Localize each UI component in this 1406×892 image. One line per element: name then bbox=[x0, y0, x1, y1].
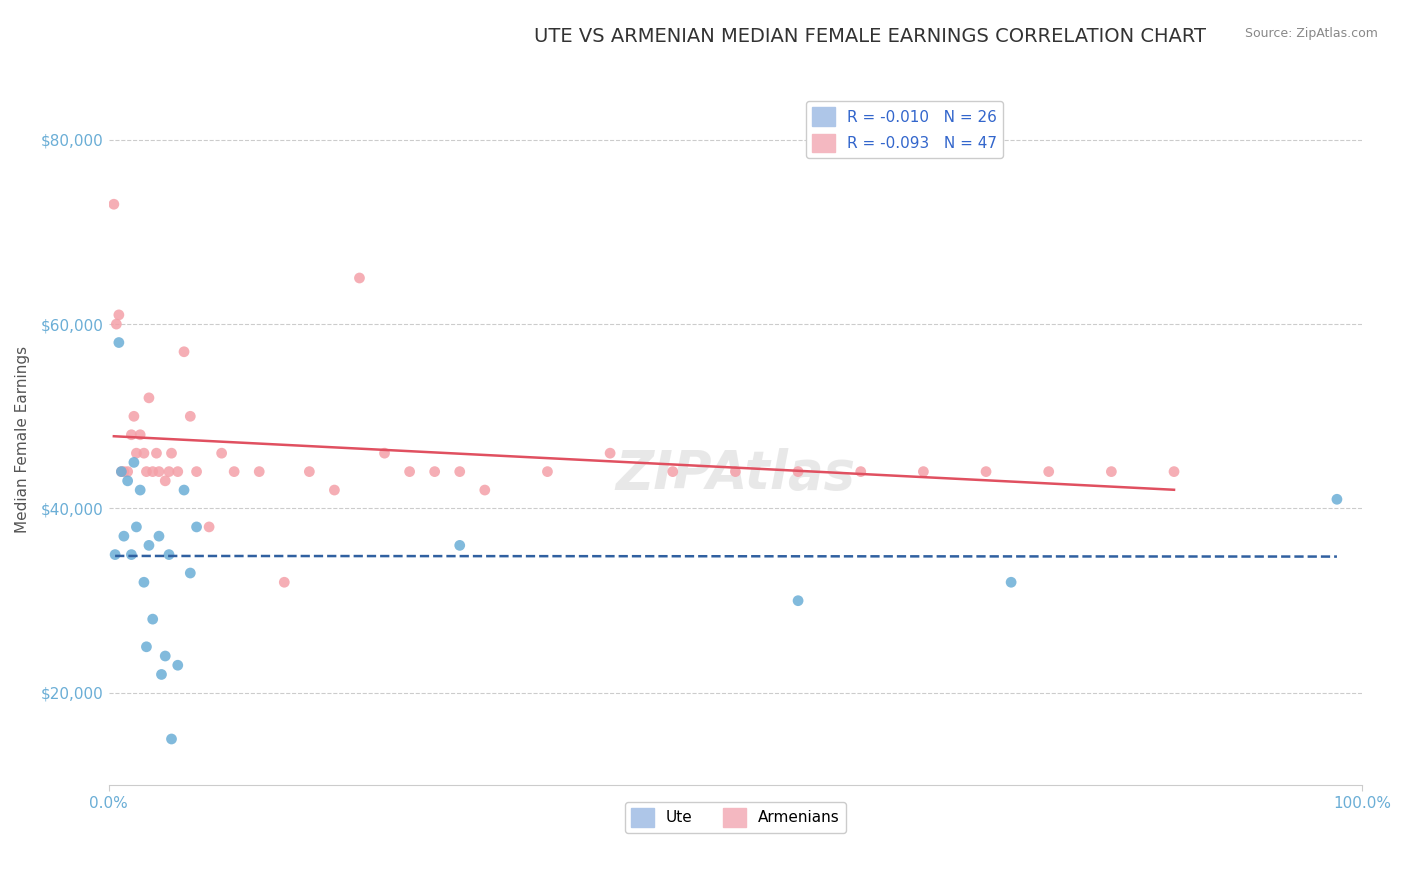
Point bbox=[724, 465, 747, 479]
Point bbox=[179, 409, 201, 424]
Point bbox=[160, 446, 183, 460]
Point bbox=[157, 465, 180, 479]
Point bbox=[449, 465, 471, 479]
Text: UTE VS ARMENIAN MEDIAN FEMALE EARNINGS CORRELATION CHART: UTE VS ARMENIAN MEDIAN FEMALE EARNINGS C… bbox=[534, 27, 1206, 45]
Point bbox=[125, 520, 148, 534]
Point bbox=[155, 474, 177, 488]
Point bbox=[120, 427, 142, 442]
Point bbox=[132, 575, 155, 590]
Point bbox=[198, 520, 221, 534]
Point bbox=[155, 648, 177, 663]
Point bbox=[599, 446, 621, 460]
Point bbox=[138, 538, 160, 552]
Point bbox=[117, 465, 139, 479]
Point bbox=[787, 465, 810, 479]
Point bbox=[135, 465, 157, 479]
Point bbox=[449, 538, 471, 552]
Point bbox=[148, 529, 170, 543]
Point bbox=[117, 474, 139, 488]
Point bbox=[173, 483, 195, 497]
Point bbox=[166, 658, 188, 673]
Point bbox=[186, 520, 208, 534]
Point bbox=[974, 465, 997, 479]
Point bbox=[373, 446, 395, 460]
Point bbox=[110, 465, 132, 479]
Point bbox=[135, 640, 157, 654]
Y-axis label: Median Female Earnings: Median Female Earnings bbox=[15, 346, 30, 533]
Point bbox=[112, 529, 135, 543]
Point bbox=[160, 731, 183, 746]
Text: ZIPAtlas: ZIPAtlas bbox=[616, 448, 855, 500]
Point bbox=[247, 465, 270, 479]
Legend: Ute, Armenians: Ute, Armenians bbox=[624, 802, 846, 833]
Point bbox=[912, 465, 935, 479]
Point bbox=[273, 575, 295, 590]
Point bbox=[1326, 492, 1348, 507]
Point bbox=[132, 446, 155, 460]
Point bbox=[122, 409, 145, 424]
Point bbox=[179, 566, 201, 580]
Point bbox=[1099, 465, 1122, 479]
Point bbox=[145, 446, 167, 460]
Point bbox=[103, 197, 125, 211]
Point bbox=[142, 612, 165, 626]
Point bbox=[474, 483, 496, 497]
Point bbox=[148, 465, 170, 479]
Point bbox=[112, 465, 135, 479]
Point bbox=[323, 483, 346, 497]
Point bbox=[105, 317, 128, 331]
Point bbox=[349, 271, 371, 285]
Point bbox=[173, 344, 195, 359]
Point bbox=[661, 465, 683, 479]
Point bbox=[110, 465, 132, 479]
Point bbox=[211, 446, 233, 460]
Point bbox=[298, 465, 321, 479]
Point bbox=[142, 465, 165, 479]
Text: Source: ZipAtlas.com: Source: ZipAtlas.com bbox=[1244, 27, 1378, 40]
Point bbox=[1163, 465, 1185, 479]
Point bbox=[157, 548, 180, 562]
Point bbox=[186, 465, 208, 479]
Point bbox=[120, 548, 142, 562]
Point bbox=[423, 465, 446, 479]
Point bbox=[166, 465, 188, 479]
Point bbox=[536, 465, 558, 479]
Point bbox=[129, 427, 152, 442]
Point bbox=[125, 446, 148, 460]
Point bbox=[108, 308, 131, 322]
Point bbox=[108, 335, 131, 350]
Point bbox=[122, 455, 145, 469]
Point bbox=[224, 465, 246, 479]
Point bbox=[129, 483, 152, 497]
Point bbox=[849, 465, 872, 479]
Point bbox=[398, 465, 420, 479]
Point bbox=[1000, 575, 1022, 590]
Point bbox=[1038, 465, 1060, 479]
Point bbox=[150, 667, 173, 681]
Point bbox=[138, 391, 160, 405]
Point bbox=[104, 548, 127, 562]
Point bbox=[787, 593, 810, 607]
